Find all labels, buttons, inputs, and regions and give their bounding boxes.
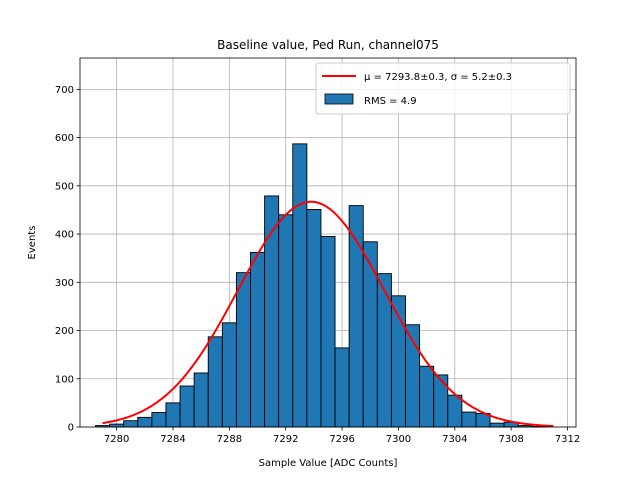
x-tick-label: 7284 [160,434,185,445]
histogram-bar [193,372,209,428]
histogram-bar [179,385,195,428]
chart-title: Baseline value, Ped Run, channel075 [217,38,439,52]
x-tick-label: 7292 [273,434,298,445]
x-tick-label: 7304 [442,434,467,445]
y-tick-label: 500 [55,181,74,192]
histogram-bar [447,394,463,428]
y-tick-label: 600 [55,133,74,144]
y-tick-label: 700 [55,85,74,96]
histogram-bar [376,273,392,428]
legend-histogram-label: RMS = 4.9 [364,96,417,107]
y-axis-label: Events [27,226,38,260]
histogram-bar [151,412,167,428]
histogram-bar [221,322,237,428]
histogram-bar [419,365,435,428]
histogram-bar [362,241,378,428]
histogram-bar [207,336,223,428]
y-axis-ticks: 0 100 200 300 400 500 600 700 [55,85,80,434]
histogram-bar [278,214,294,428]
histogram-bar [250,251,266,428]
x-axis-label: Sample Value [ADC Counts] [259,458,398,469]
histogram-bar [334,347,350,428]
x-tick-label: 7312 [555,434,580,445]
y-tick-label: 100 [55,374,74,385]
histogram-bar [109,423,125,428]
histogram-bar [165,402,181,428]
histogram-bar [235,272,251,428]
legend: μ = 7293.8±0.3, σ = 5.2±0.3 RMS = 4.9 [315,62,571,115]
histogram-bar [123,420,139,428]
histogram-bar [292,143,308,428]
histogram-bar [433,374,449,428]
x-tick-label: 7288 [217,434,242,445]
gaussian-fit-curve [102,200,554,428]
x-tick-label: 7280 [104,434,129,445]
histogram-bar [489,422,505,428]
histogram-bar [320,236,336,428]
fit-curve-layer [102,200,554,428]
y-tick-label: 200 [55,326,74,337]
legend-histogram-swatch [324,93,354,105]
y-tick-label: 300 [55,278,74,289]
y-tick-label: 400 [55,230,74,241]
x-tick-label: 7308 [498,434,523,445]
legend-box [315,62,571,115]
histogram-bar [137,416,153,428]
x-tick-label: 7300 [386,434,411,445]
x-tick-label: 7296 [329,434,354,445]
histogram-bar [461,411,477,428]
histogram-bar [306,209,322,428]
y-tick-label: 0 [68,423,74,434]
x-axis-ticks: 7280 7284 7288 7292 7296 7300 7304 7308 7312 [104,427,580,445]
legend-fit-label: μ = 7293.8±0.3, σ = 5.2±0.3 [364,72,512,83]
plot-frame [79,57,577,428]
